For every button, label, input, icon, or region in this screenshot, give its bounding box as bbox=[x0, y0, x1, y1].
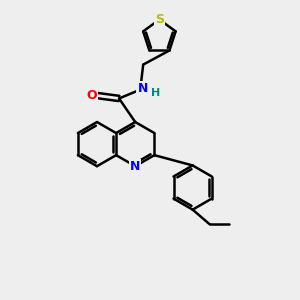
Text: H: H bbox=[151, 88, 160, 98]
Text: N: N bbox=[130, 160, 140, 173]
Text: S: S bbox=[155, 13, 164, 26]
Text: O: O bbox=[86, 89, 97, 102]
Text: N: N bbox=[137, 82, 148, 95]
